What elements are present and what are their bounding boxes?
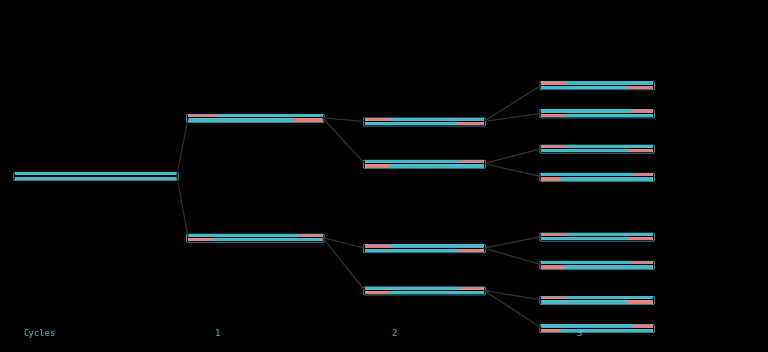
Bar [564,265,653,269]
Bar [541,237,628,240]
Bar [365,249,458,252]
Bar [541,149,628,152]
Bar [541,81,566,85]
Bar [541,173,633,176]
Bar [628,86,653,89]
Bar [541,145,566,148]
Bar [365,287,460,290]
Bar [566,296,653,299]
Bar [212,238,323,241]
Bar [541,233,566,236]
Bar [365,291,389,294]
Bar [391,244,484,248]
Bar [633,324,653,327]
Bar [631,109,653,113]
Text: 1: 1 [215,329,220,338]
Bar [561,177,653,181]
Bar [541,114,564,117]
Bar [218,114,323,118]
Bar [566,81,653,85]
Bar [541,324,633,327]
Bar [365,164,389,168]
Bar [561,329,653,332]
Bar [633,173,653,176]
Bar [541,296,566,299]
Bar [566,233,653,236]
Bar [389,164,484,168]
Bar [15,177,177,180]
Bar [188,118,293,122]
Bar [541,177,561,181]
Bar [458,122,484,125]
Bar [628,149,653,152]
Bar [628,301,653,304]
Bar [631,261,653,264]
Bar [541,265,564,269]
Bar [365,122,458,125]
Bar [293,118,323,122]
Text: 3: 3 [576,329,581,338]
Bar [389,291,484,294]
Bar [188,234,298,237]
Bar [365,118,391,121]
Bar [628,237,653,240]
Bar [391,118,484,121]
Bar [566,145,653,148]
Bar [458,249,484,252]
Text: 2: 2 [392,329,397,338]
Bar [15,172,177,176]
Bar [365,244,391,248]
Bar [541,301,628,304]
Bar [365,160,460,163]
Text: Cycles: Cycles [23,329,55,338]
Bar [460,287,484,290]
Bar [541,109,631,113]
Bar [541,261,631,264]
Bar [188,114,218,118]
Bar [298,234,323,237]
Bar [564,114,653,117]
Bar [541,86,628,89]
Bar [541,329,561,332]
Bar [460,160,484,163]
Bar [188,238,212,241]
